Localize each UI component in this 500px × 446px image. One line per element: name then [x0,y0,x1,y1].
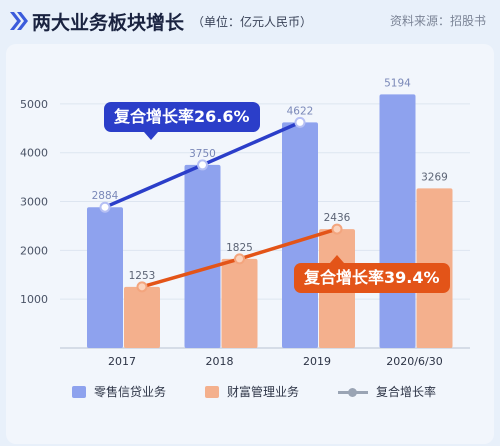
data-label-零售信贷业务-2020/6/30: 5194 [384,77,411,89]
x-tick-label-2018: 2018 [206,355,234,368]
legend-swatch-retail [72,385,86,398]
data-label-财富管理业务-2018: 1825 [226,242,253,254]
legend-label-wealth: 财富管理业务 [227,385,300,399]
retail-growth-label: 复合增长率26.6% [114,107,250,126]
y-tick-label-5000: 5000 [20,98,48,111]
chart-title: 两大业务板块增长 [32,12,185,34]
retail-growth-bubble: 复合增长率26.6% [104,102,260,140]
data-label-零售信贷业务-2019: 4622 [287,105,314,117]
y-tick-label-2000: 2000 [20,244,48,257]
title-bar: 两大业务板块增长 （单位：亿元人民币） 资料来源：招股书 [0,0,500,44]
y-tick-label-3000: 3000 [20,196,48,209]
x-tick-label-2019: 2019 [303,355,331,368]
source-label: 资料来源：招股书 [389,14,486,28]
legend-item-retail: 零售信贷业务 [72,383,166,400]
growth-point-零售信贷业务-2017 [99,201,111,213]
bar-零售信贷业务-2020/6/30 [379,94,416,348]
wealth-bubble-tail [330,255,344,263]
double-chevron-icon [10,12,28,30]
y-tick-label-4000: 4000 [20,147,48,160]
legend-label-retail: 零售信贷业务 [94,385,167,399]
legend-item-wealth: 财富管理业务 [205,383,299,400]
data-label-零售信贷业务-2017: 2884 [92,190,119,202]
unit-label: （单位：亿元人民币） [192,15,313,29]
growth-point-财富管理业务-2017 [136,281,148,293]
wealth-growth-label: 复合增长率39.4% [304,268,440,287]
bar-财富管理业务-2017 [124,286,160,348]
data-label-财富管理业务-2019: 2436 [324,212,351,224]
y-tick-label-1000: 1000 [20,293,48,306]
growth-point-零售信贷业务-2018 [197,159,208,171]
data-label-零售信贷业务-2018: 3750 [189,148,216,160]
bar-零售信贷业务-2018 [184,164,221,348]
growth-point-财富管理业务-2019 [331,223,343,235]
legend-item-growth-line: 复合增长率 [338,383,436,400]
x-tick-label-2017: 2017 [108,355,136,368]
growth-point-零售信贷业务-2019 [294,116,306,128]
legend-swatch-wealth [205,385,219,398]
data-label-财富管理业务-2020/6/30: 3269 [421,171,448,183]
legend-line-icon [338,386,368,398]
retail-bubble-tail [144,132,158,140]
bar-财富管理业务-2018 [221,258,258,348]
x-tick-label-2020/6/30: 2020/6/30 [386,355,442,368]
bar-零售信贷业务-2017 [87,207,123,348]
wealth-growth-bubble: 复合增长率39.4% [294,255,450,293]
growth-point-财富管理业务-2018 [234,253,245,265]
data-label-财富管理业务-2017: 1253 [129,270,156,282]
legend: 零售信贷业务 财富管理业务 复合增长率 [0,383,500,403]
legend-label-growth: 复合增长率 [376,385,437,399]
